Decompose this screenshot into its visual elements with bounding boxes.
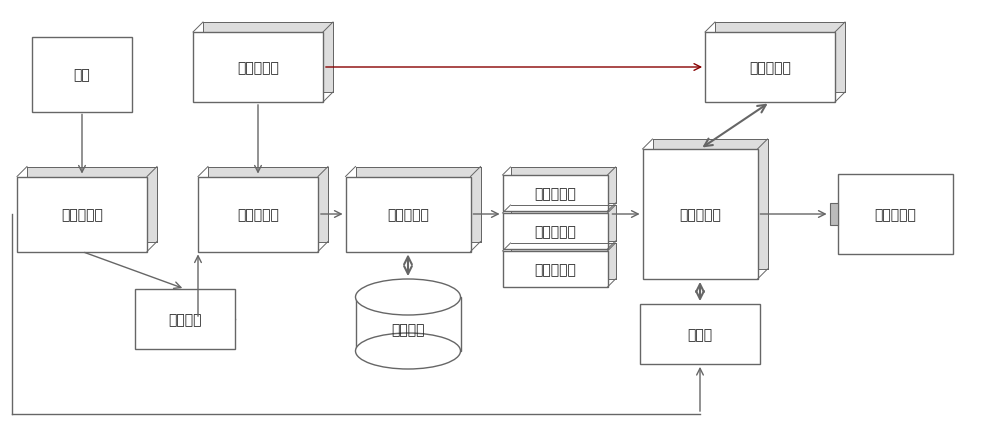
Bar bbox=[346, 177, 471, 252]
Bar bbox=[838, 174, 952, 254]
Text: 形式检查器: 形式检查器 bbox=[237, 61, 279, 75]
Bar bbox=[135, 289, 235, 349]
Text: 预制场: 预制场 bbox=[687, 327, 713, 341]
Text: 场叙分析器: 场叙分析器 bbox=[61, 207, 103, 221]
Text: 场基融合器: 场基融合器 bbox=[534, 224, 576, 238]
Bar bbox=[715, 23, 845, 93]
Bar bbox=[198, 177, 318, 252]
Bar bbox=[503, 214, 608, 250]
Bar bbox=[640, 304, 760, 364]
Text: 信息处理机: 信息处理机 bbox=[874, 207, 916, 221]
Bar bbox=[356, 167, 480, 242]
Bar bbox=[27, 167, 157, 242]
Text: 融合器池: 融合器池 bbox=[391, 322, 425, 336]
Ellipse shape bbox=[356, 279, 460, 315]
Bar bbox=[642, 150, 758, 279]
Text: 场基融合器: 场基融合器 bbox=[534, 263, 576, 276]
Text: 复合融合器: 复合融合器 bbox=[749, 61, 791, 75]
Bar bbox=[830, 204, 838, 226]
Bar bbox=[652, 140, 768, 270]
Bar bbox=[17, 177, 147, 252]
Text: 场基融合器: 场基融合器 bbox=[534, 187, 576, 201]
Text: 场叙: 场叙 bbox=[74, 68, 90, 82]
Bar bbox=[705, 33, 835, 103]
Bar bbox=[503, 251, 608, 287]
Bar bbox=[511, 168, 616, 204]
Text: 形式融合器: 形式融合器 bbox=[237, 207, 279, 221]
Bar bbox=[203, 23, 333, 93]
Bar bbox=[503, 176, 608, 211]
Bar bbox=[511, 206, 616, 241]
Bar bbox=[193, 33, 323, 103]
Text: 形式规约: 形式规约 bbox=[168, 312, 202, 326]
Bar bbox=[208, 167, 328, 242]
Ellipse shape bbox=[356, 333, 460, 369]
Bar bbox=[511, 243, 616, 279]
Bar bbox=[32, 37, 132, 112]
Text: 融合调度器: 融合调度器 bbox=[387, 207, 429, 221]
Text: 场融合引擎: 场融合引擎 bbox=[679, 207, 721, 221]
Bar bbox=[356, 297, 460, 351]
